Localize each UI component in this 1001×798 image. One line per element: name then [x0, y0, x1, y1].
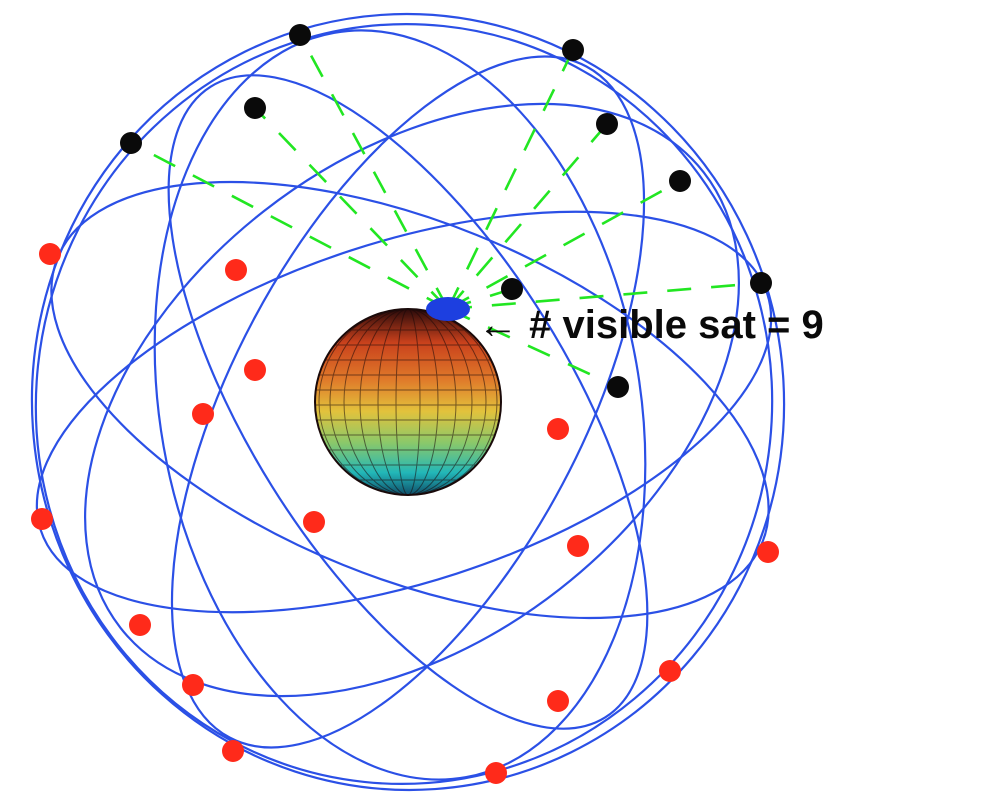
visible-satellite — [120, 132, 142, 154]
orbit-ring-tilted-d — [170, 55, 646, 749]
hidden-satellite — [39, 243, 61, 265]
hidden-satellite — [567, 535, 589, 557]
visible-count-annotation: ← # visible sat = 9 — [478, 303, 824, 347]
hidden-satellite — [485, 762, 507, 784]
line-of-sight — [254, 107, 449, 310]
hidden-satellite — [182, 674, 204, 696]
visible-satellite — [669, 170, 691, 192]
hidden-satellites — [31, 243, 779, 784]
line-of-sight — [447, 281, 762, 311]
orbit-paths — [30, 12, 786, 792]
hidden-satellite — [244, 359, 266, 381]
hidden-satellite — [225, 259, 247, 281]
visible-satellite — [562, 39, 584, 61]
orbit-ring-tilted-c — [167, 74, 649, 730]
line-of-sight — [447, 307, 619, 389]
orbit-ring-outer — [30, 12, 786, 792]
hidden-satellite — [547, 418, 569, 440]
hidden-satellite — [192, 403, 214, 425]
visible-satellite — [750, 272, 772, 294]
visible-satellite — [289, 24, 311, 46]
visible-satellite — [501, 278, 523, 300]
line-of-sight — [447, 179, 681, 311]
observer-receiver — [426, 297, 470, 321]
line-of-sight — [447, 123, 608, 310]
orbit-ring-tilted-f — [84, 102, 740, 698]
hidden-satellite — [303, 511, 325, 533]
line-of-sight — [298, 34, 450, 310]
visible-satellite — [244, 97, 266, 119]
orbit-ring-tilted-e — [153, 29, 647, 781]
hidden-satellite — [222, 740, 244, 762]
hidden-satellite — [31, 508, 53, 530]
hidden-satellite — [659, 660, 681, 682]
visible-satellite — [607, 376, 629, 398]
visible-satellite — [596, 113, 618, 135]
orbit-ring-outer-2 — [34, 23, 774, 785]
line-of-sight — [130, 141, 449, 311]
hidden-satellite — [547, 690, 569, 712]
hidden-satellite — [129, 614, 151, 636]
hidden-satellite — [757, 541, 779, 563]
orbit-ring-tilted-b — [35, 210, 773, 614]
earth-globe — [314, 308, 502, 496]
line-of-sight — [446, 49, 575, 310]
visible-satellites — [120, 24, 772, 398]
